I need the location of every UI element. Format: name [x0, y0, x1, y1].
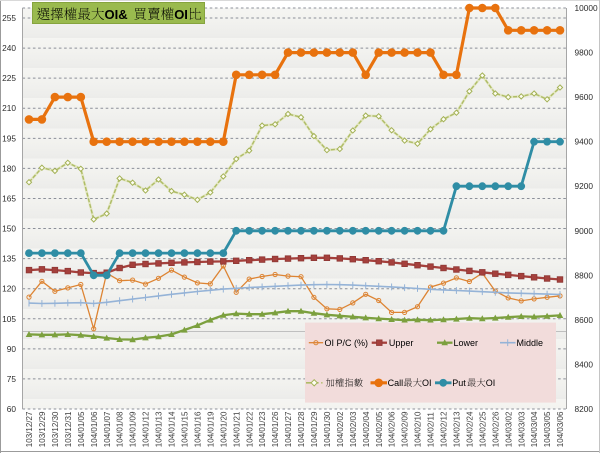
svg-text:104/02/10: 104/02/10 [414, 411, 423, 447]
svg-text:104/03/05: 104/03/05 [543, 411, 552, 447]
svg-text:104/01/13: 104/01/13 [155, 411, 164, 447]
svg-text:Upper: Upper [389, 338, 414, 348]
svg-text:104/02/24: 104/02/24 [466, 411, 475, 447]
svg-text:104/01/29: 104/01/29 [310, 411, 319, 447]
svg-text:8200: 8200 [575, 404, 594, 414]
svg-text:60: 60 [7, 404, 17, 414]
svg-text:9200: 9200 [575, 181, 594, 191]
svg-text:OI: OI [486, 378, 496, 388]
svg-text:104/01/20: 104/01/20 [219, 411, 228, 447]
svg-text:120: 120 [2, 284, 16, 294]
svg-text:Middle: Middle [517, 338, 544, 348]
svg-text:9000: 9000 [575, 226, 594, 236]
svg-text:104/01/07: 104/01/07 [103, 411, 112, 447]
svg-text:104/01/15: 104/01/15 [181, 411, 190, 447]
svg-text:104/03/02: 104/03/02 [504, 411, 513, 447]
svg-text:104/02/06: 104/02/06 [388, 411, 397, 447]
svg-text:OI&: OI& [105, 7, 128, 22]
svg-text:104/03/04: 104/03/04 [530, 411, 539, 447]
svg-text:104/03/06: 104/03/06 [556, 411, 565, 447]
svg-text:104/01/06: 104/01/06 [90, 411, 99, 447]
svg-text:104/01/30: 104/01/30 [323, 411, 332, 447]
svg-text:8600: 8600 [575, 315, 594, 325]
svg-text:104/03/03: 104/03/03 [517, 411, 526, 447]
svg-text:104/01/27: 104/01/27 [284, 411, 293, 447]
svg-text:104/02/05: 104/02/05 [375, 411, 384, 447]
svg-text:90: 90 [7, 344, 17, 354]
svg-text:104/02/09: 104/02/09 [401, 411, 410, 447]
svg-text:104/01/16: 104/01/16 [194, 411, 203, 447]
svg-text:104/02/26: 104/02/26 [491, 411, 500, 447]
svg-text:103/12/31: 103/12/31 [64, 411, 73, 447]
svg-text:104/01/09: 104/01/09 [129, 411, 138, 447]
svg-text:104/02/04: 104/02/04 [362, 411, 371, 447]
svg-text:75: 75 [7, 374, 17, 384]
svg-text:9400: 9400 [575, 137, 594, 147]
svg-text:Call: Call [388, 378, 404, 388]
svg-text:104/01/08: 104/01/08 [116, 411, 125, 447]
svg-text:195: 195 [2, 133, 16, 143]
svg-text:103/12/27: 103/12/27 [25, 411, 34, 447]
svg-text:104/01/14: 104/01/14 [168, 411, 177, 447]
svg-text:104/01/28: 104/01/28 [297, 411, 306, 447]
svg-text:103/12/30: 103/12/30 [51, 411, 60, 447]
svg-text:104/01/26: 104/01/26 [271, 411, 280, 447]
svg-text:10000: 10000 [575, 3, 598, 13]
svg-text:104/02/13: 104/02/13 [453, 411, 462, 447]
svg-text:104/01/23: 104/01/23 [258, 411, 267, 447]
svg-text:104/01/21: 104/01/21 [232, 411, 241, 447]
svg-text:103/12/29: 103/12/29 [38, 411, 47, 447]
svg-text:104/01/05: 104/01/05 [77, 411, 86, 447]
svg-text:104/02/03: 104/02/03 [349, 411, 358, 447]
svg-text:9800: 9800 [575, 48, 594, 58]
svg-text:Lower: Lower [454, 338, 479, 348]
svg-text:104/02/12: 104/02/12 [440, 411, 449, 447]
svg-text:Put: Put [452, 378, 466, 388]
svg-text:9600: 9600 [575, 92, 594, 102]
svg-text:104/02/02: 104/02/02 [336, 411, 345, 447]
svg-text:8800: 8800 [575, 270, 594, 280]
svg-text:165: 165 [2, 194, 16, 204]
svg-text:180: 180 [2, 163, 16, 173]
svg-text:104/01/12: 104/01/12 [142, 411, 151, 447]
svg-text:105: 105 [2, 314, 16, 324]
svg-text:135: 135 [2, 254, 16, 264]
svg-text:240: 240 [2, 43, 16, 53]
svg-text:OI: OI [422, 378, 432, 388]
svg-text:104/02/11: 104/02/11 [427, 412, 436, 448]
svg-text:104/02/25: 104/02/25 [478, 411, 487, 447]
svg-text:8400: 8400 [575, 359, 594, 369]
svg-text:150: 150 [2, 224, 16, 234]
svg-text:210: 210 [2, 103, 16, 113]
svg-text:104/01/22: 104/01/22 [245, 411, 254, 447]
svg-text:104/01/19: 104/01/19 [206, 411, 215, 447]
svg-text:225: 225 [2, 73, 16, 83]
svg-text:OI: OI [174, 7, 188, 22]
svg-text:255: 255 [2, 13, 16, 23]
svg-text:OI P/C (%): OI P/C (%) [325, 338, 369, 348]
